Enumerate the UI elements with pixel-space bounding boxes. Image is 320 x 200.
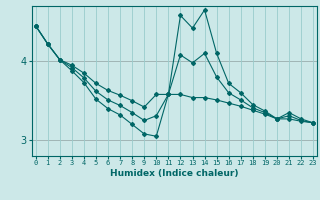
X-axis label: Humidex (Indice chaleur): Humidex (Indice chaleur) xyxy=(110,169,239,178)
